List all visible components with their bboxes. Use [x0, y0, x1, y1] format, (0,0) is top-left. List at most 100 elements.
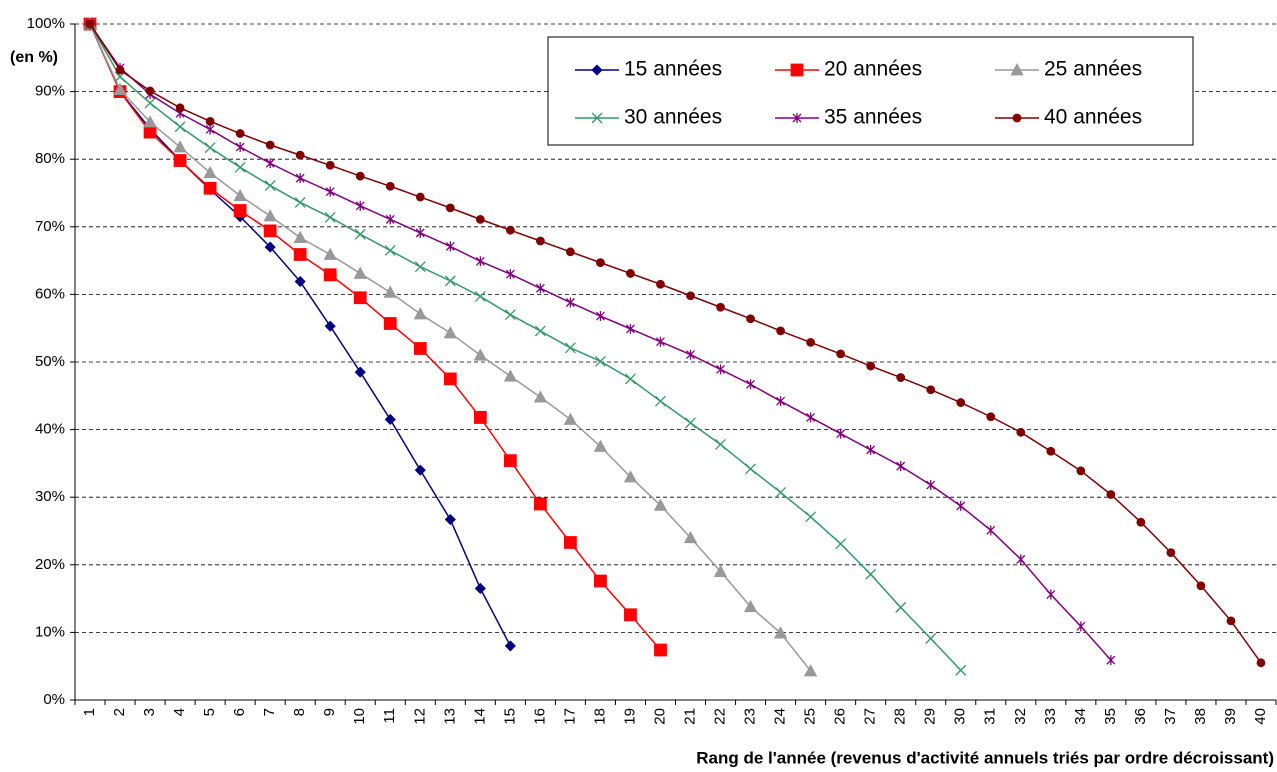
data-point	[866, 361, 876, 371]
data-point	[1166, 548, 1176, 558]
data-point	[205, 116, 215, 126]
data-point	[626, 323, 635, 334]
data-point	[415, 192, 425, 202]
data-point	[866, 444, 876, 455]
data-point	[656, 279, 665, 289]
data-point	[535, 283, 545, 294]
x-tick-label: 24	[772, 708, 789, 725]
data-point	[986, 412, 996, 422]
data-point	[323, 247, 337, 260]
data-point	[385, 214, 395, 225]
data-point	[263, 224, 277, 238]
data-point	[805, 511, 817, 523]
x-axis-label: Rang de l'année (revenus d'activité annu…	[696, 748, 1274, 767]
legend-marker	[591, 64, 603, 76]
data-point	[113, 82, 127, 95]
data-point	[596, 258, 605, 268]
data-point	[143, 115, 157, 128]
x-tick-label: 31	[982, 708, 999, 725]
legend-label: 20 années	[824, 58, 922, 81]
data-point	[895, 601, 907, 613]
x-tick-label: 3	[141, 708, 158, 716]
x-tick-label: 22	[712, 708, 729, 725]
data-point	[534, 325, 546, 337]
data-point	[716, 302, 725, 312]
data-point	[626, 269, 635, 278]
data-point	[1106, 490, 1116, 499]
x-tick-label: 12	[411, 708, 428, 725]
data-point	[443, 326, 457, 339]
data-point	[926, 385, 936, 395]
legend-box	[547, 36, 1194, 146]
x-tick-label: 7	[261, 708, 278, 716]
data-point	[1136, 517, 1146, 527]
legend-marker	[1012, 113, 1022, 123]
data-point	[325, 160, 335, 170]
data-point	[324, 211, 336, 223]
x-tick-label: 32	[1012, 708, 1029, 725]
x-tick-label: 40	[1252, 708, 1269, 725]
data-point	[235, 129, 245, 138]
y-tick-label: 60%	[35, 285, 65, 302]
x-tick-label: 15	[501, 708, 518, 725]
data-point	[294, 275, 306, 288]
data-point	[173, 140, 187, 153]
data-point	[803, 664, 818, 677]
data-point	[655, 395, 666, 407]
x-tick-label: 6	[231, 708, 248, 716]
data-point	[115, 65, 125, 75]
data-point	[413, 342, 427, 355]
data-point	[295, 173, 305, 184]
data-point	[595, 311, 605, 322]
data-point	[294, 197, 306, 208]
x-tick-label: 1	[81, 708, 98, 716]
data-point	[445, 241, 455, 252]
x-tick-label: 23	[742, 708, 759, 725]
data-point	[145, 86, 155, 96]
data-point	[564, 536, 577, 549]
x-tick-label: 14	[471, 708, 488, 725]
data-point	[533, 390, 548, 403]
data-point	[204, 142, 216, 154]
y-tick-label: 100%	[27, 15, 65, 32]
data-point	[896, 373, 906, 382]
data-point	[773, 626, 788, 639]
data-point	[264, 241, 276, 253]
data-point	[775, 487, 787, 498]
data-point	[383, 317, 397, 330]
data-point	[685, 417, 696, 429]
x-tick-label: 9	[321, 708, 338, 716]
legend-marker	[790, 63, 804, 77]
data-point	[233, 204, 247, 217]
data-point	[473, 348, 488, 361]
data-point	[1256, 658, 1266, 668]
data-point	[265, 140, 275, 150]
data-point	[235, 142, 245, 153]
data-point	[413, 307, 427, 320]
data-point	[836, 428, 846, 439]
x-tick-label: 21	[681, 708, 698, 725]
data-point	[656, 336, 665, 347]
data-point	[686, 349, 695, 360]
data-point	[686, 291, 695, 301]
data-point	[806, 412, 816, 423]
data-point	[715, 439, 726, 450]
x-tick-label: 2	[111, 708, 128, 716]
x-tick-label: 11	[381, 708, 398, 724]
data-point	[955, 664, 967, 676]
data-point	[474, 290, 486, 302]
data-point	[1046, 446, 1056, 456]
data-point	[265, 158, 275, 169]
data-point	[1046, 589, 1056, 600]
y-tick-label: 50%	[35, 353, 65, 370]
x-tick-label: 34	[1072, 708, 1089, 725]
y-tick-label: 20%	[35, 556, 65, 573]
data-point	[445, 203, 455, 213]
data-point	[264, 180, 276, 192]
y-tick-label: 90%	[35, 83, 65, 100]
x-tick-label: 38	[1192, 708, 1209, 725]
x-tick-label: 39	[1222, 708, 1239, 725]
data-point	[505, 225, 515, 235]
data-point	[505, 269, 515, 280]
data-point	[203, 165, 217, 179]
